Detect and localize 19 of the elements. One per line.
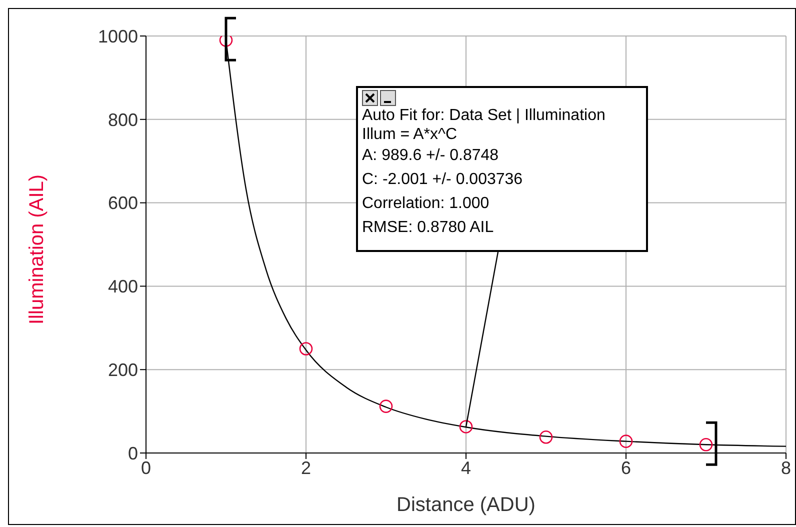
x-tick-label: 2	[300, 458, 312, 478]
y-tick-label: 400	[108, 276, 138, 297]
annotation: A: 989.6 +/- 0.8748	[362, 146, 500, 166]
annotation: Illum = A*x^C	[362, 125, 458, 144]
x-tick-label: 8	[780, 458, 792, 478]
x-tick-label: 6	[620, 458, 632, 478]
y-tick-label: 1000	[98, 26, 138, 46]
y-tick-label: 0	[128, 443, 138, 464]
annotation: Auto Fit for: Data Set | Illumination	[362, 106, 606, 125]
annotation: C: -2.001 +/- 0.003736	[362, 170, 524, 190]
y-tick-label: 800	[108, 110, 138, 130]
y-tick-label: 200	[108, 360, 138, 380]
annotation: RMSE: 0.8780 AIL	[362, 218, 495, 238]
x-tick-label: 0	[140, 458, 152, 478]
x-tick-label: 4	[460, 458, 472, 478]
y-tick-label: 600	[108, 193, 138, 214]
annotation: Correlation: 1.000	[362, 194, 490, 214]
x-axis-title: Distance (ADU)	[396, 494, 536, 516]
y-axis-title: Illumination (AIL)	[26, 174, 48, 324]
